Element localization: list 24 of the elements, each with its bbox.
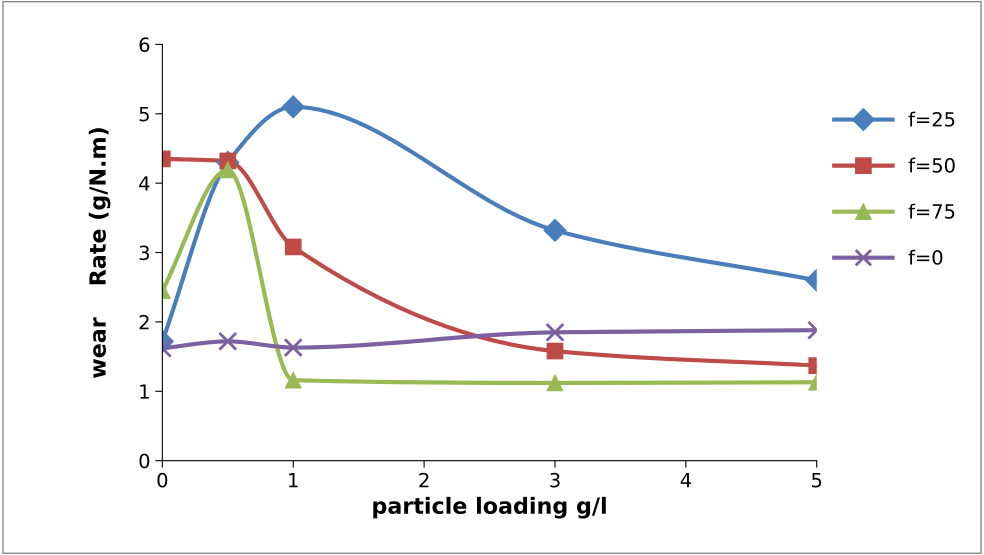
y-tick-label: 6 [140, 37, 150, 52]
y-tick-label: 1 [140, 384, 149, 399]
y-tick-label: 2 [140, 314, 149, 330]
x-tick-label: 4 [680, 473, 691, 488]
legend-label: f=75 [908, 204, 954, 219]
point [284, 372, 302, 389]
y-tick-label: 0 [139, 454, 150, 468]
point [282, 95, 305, 118]
point [284, 238, 302, 256]
point [218, 332, 238, 352]
y-tick-label: 4 [139, 176, 150, 191]
x-tick-label: 1 [289, 473, 298, 488]
point [284, 338, 303, 358]
x-axis-title: particle loading g/l [373, 496, 606, 519]
y-tick-label: 3 [140, 245, 149, 260]
x-tick-label: 3 [550, 472, 560, 488]
x-tick-label: 5 [812, 473, 822, 488]
y-tick-label: 5 [140, 106, 149, 122]
x-tick-label: 2 [419, 472, 428, 488]
legend-label: f=0 [908, 250, 942, 265]
legend-label: f=50 [908, 158, 955, 173]
legend-label: f=25 [908, 112, 954, 127]
y-axis-title: wear Rate (g/N.m) [88, 128, 110, 378]
x-tick-label: 0 [157, 472, 168, 488]
